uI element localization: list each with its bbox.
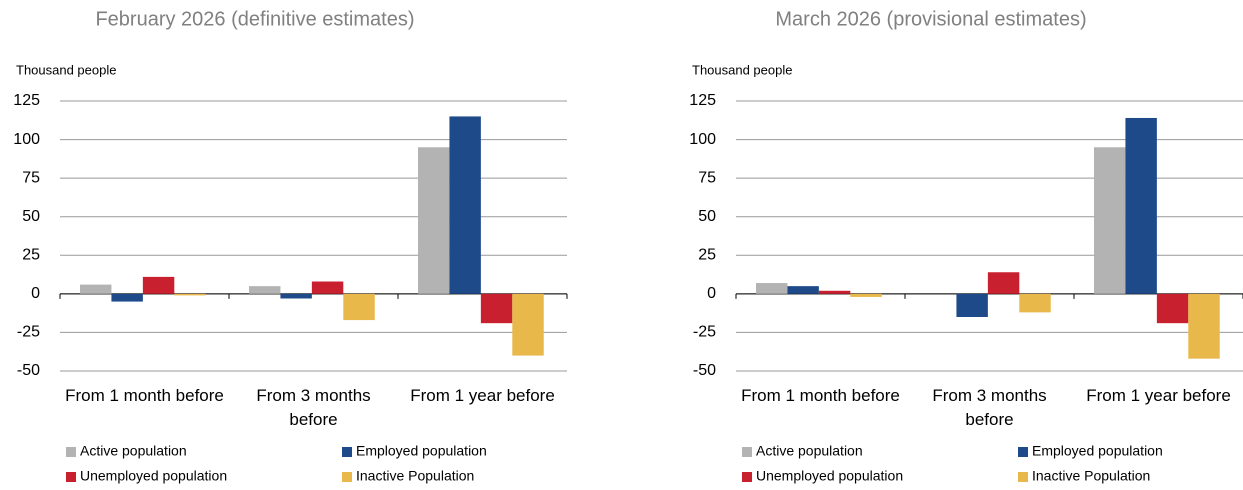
bar — [80, 284, 112, 294]
legend-label: Active population — [80, 443, 187, 459]
legend-swatch — [1018, 472, 1028, 482]
legend-swatch — [1018, 447, 1028, 457]
bar — [512, 293, 544, 356]
legend-swatch — [66, 447, 76, 457]
x-tick-label: From 1 year before — [410, 386, 555, 405]
legend-label: Inactive Population — [356, 468, 474, 484]
y-tick-label: 100 — [13, 131, 40, 148]
x-tick-label: From 1 month before — [65, 386, 224, 405]
bar — [174, 293, 206, 296]
y-tick-label: 75 — [698, 169, 716, 186]
y-tick-label: 50 — [22, 208, 40, 225]
bar — [850, 293, 882, 297]
x-tick-label-box: From 3 months before — [256, 386, 371, 429]
legend-label: Employed population — [1032, 443, 1163, 459]
legend-label: Employed population — [356, 443, 487, 459]
bar — [418, 147, 450, 294]
x-tick-label: From 3 months before — [932, 386, 1047, 429]
legend-label: Inactive Population — [1032, 468, 1150, 484]
bar — [818, 290, 851, 294]
legend-swatch — [342, 447, 352, 457]
bar — [480, 293, 513, 324]
legend-label: Active population — [756, 443, 863, 459]
y-tick-label: 125 — [13, 92, 40, 109]
chart-title: March 2026 (provisional estimates) — [775, 8, 1086, 30]
x-tick-label-box: From 1 year before — [410, 386, 555, 405]
y-tick-label: 100 — [689, 131, 716, 148]
bar — [1094, 147, 1126, 294]
bar — [787, 286, 819, 294]
x-tick-label: From 3 months before — [256, 386, 371, 429]
bar — [1156, 293, 1189, 324]
legend-label: Unemployed population — [80, 468, 227, 484]
y-tick-label: -50 — [693, 362, 716, 379]
chart-title: February 2026 (definitive estimates) — [95, 8, 414, 30]
y-axis-label: Thousand people — [692, 62, 792, 77]
y-tick-label: -25 — [17, 324, 40, 341]
x-tick-label-box: From 1 month before — [65, 386, 224, 405]
x-tick-label-box: From 3 months before — [932, 386, 1047, 429]
legend-swatch — [342, 472, 352, 482]
bar — [249, 286, 281, 294]
y-tick-label: -25 — [693, 324, 716, 341]
chart: March 2026 (provisional estimates) Thousa… — [689, 8, 1243, 484]
bar — [449, 116, 481, 294]
x-tick-label: From 1 year before — [1086, 386, 1231, 405]
y-tick-label: 25 — [22, 247, 40, 264]
legend-label: Unemployed population — [756, 468, 903, 484]
y-tick-label: 75 — [22, 169, 40, 186]
bar — [1019, 293, 1051, 313]
legend-swatch — [742, 472, 752, 482]
y-tick-label: 125 — [689, 92, 716, 109]
x-tick-label-box: From 1 month before — [741, 386, 900, 405]
y-tick-label: 0 — [707, 285, 716, 302]
bar — [111, 293, 143, 302]
y-tick-label: 0 — [31, 285, 40, 302]
bar — [1125, 117, 1157, 294]
y-axis-label: Thousand people — [16, 62, 116, 77]
bar — [1188, 293, 1220, 359]
y-tick-label: -50 — [17, 362, 40, 379]
y-tick-label: 25 — [698, 247, 716, 264]
bar — [280, 293, 312, 299]
bar — [311, 281, 344, 294]
y-tick-label: 50 — [698, 208, 716, 225]
bar — [142, 276, 175, 294]
legend-swatch — [66, 472, 76, 482]
legend-swatch — [742, 447, 752, 457]
x-tick-label-box: From 1 year before — [1086, 386, 1231, 405]
chart: February 2026 (definitive estimates) Thou… — [13, 8, 568, 484]
bar — [756, 283, 788, 294]
bar — [987, 272, 1020, 294]
x-tick-label: From 1 month before — [741, 386, 900, 405]
bar — [343, 293, 375, 321]
bar — [956, 293, 988, 317]
